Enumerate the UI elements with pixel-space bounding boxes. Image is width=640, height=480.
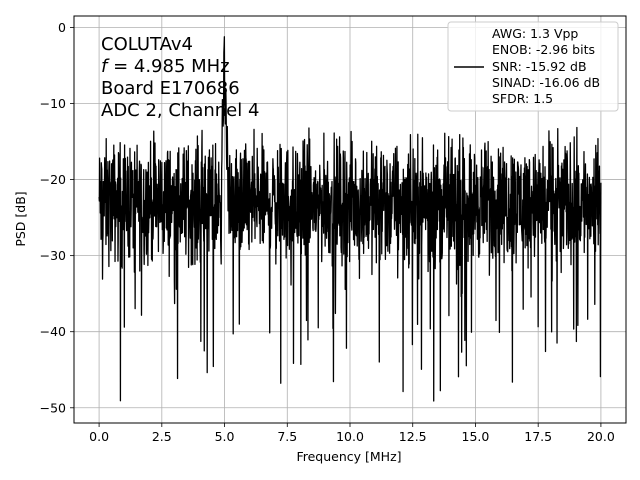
y-axis-label: PSD [dB] bbox=[13, 191, 28, 246]
y-tick-label: 0 bbox=[58, 20, 66, 35]
annotation-frequency: f = 4.985 MHz bbox=[101, 56, 230, 77]
annotation-box: COLUTAv4 f = 4.985 MHz Board E170686 ADC… bbox=[101, 34, 259, 121]
x-tick-label: 5.0 bbox=[215, 429, 235, 444]
legend-box bbox=[447, 21, 619, 112]
x-tick-label: 20.0 bbox=[587, 429, 615, 444]
y-tick-label: −20 bbox=[40, 172, 66, 187]
legend-enob: ENOB: -2.96 bits bbox=[492, 42, 595, 57]
legend-snr: SNR: -15.92 dB bbox=[492, 59, 587, 74]
x-tick-label: 15.0 bbox=[462, 429, 490, 444]
x-axis-label: Frequency [MHz] bbox=[296, 449, 401, 464]
legend-sinad: SINAD: -16.06 dB bbox=[492, 75, 600, 90]
x-tick-label: 10.0 bbox=[336, 429, 364, 444]
legend: AWG: 1.3 Vpp ENOB: -2.96 bits SNR: -15.9… bbox=[447, 21, 619, 112]
x-axis-ticks: 0.0 2.5 5.0 7.5 10.0 12.5 15.0 17.5 20.0 bbox=[89, 423, 615, 444]
legend-sfdr: SFDR: 1.5 bbox=[492, 91, 553, 106]
annotation-device: COLUTAv4 bbox=[101, 34, 193, 55]
x-tick-label: 12.5 bbox=[399, 429, 427, 444]
annotation-channel: ADC 2, Channel 4 bbox=[101, 100, 259, 121]
y-tick-label: −10 bbox=[40, 96, 66, 111]
x-tick-label: 0.0 bbox=[89, 429, 109, 444]
legend-awg: AWG: 1.3 Vpp bbox=[492, 26, 578, 41]
y-tick-label: −50 bbox=[40, 400, 66, 415]
y-tick-label: −40 bbox=[40, 324, 66, 339]
psd-series-line bbox=[98, 36, 602, 402]
y-tick-label: −30 bbox=[40, 248, 66, 263]
x-tick-label: 2.5 bbox=[152, 429, 172, 444]
annotation-board: Board E170686 bbox=[101, 78, 240, 99]
y-axis-ticks: 0 −10 −20 −30 −40 −50 bbox=[40, 20, 74, 415]
x-tick-label: 17.5 bbox=[524, 429, 552, 444]
x-tick-label: 7.5 bbox=[277, 429, 297, 444]
